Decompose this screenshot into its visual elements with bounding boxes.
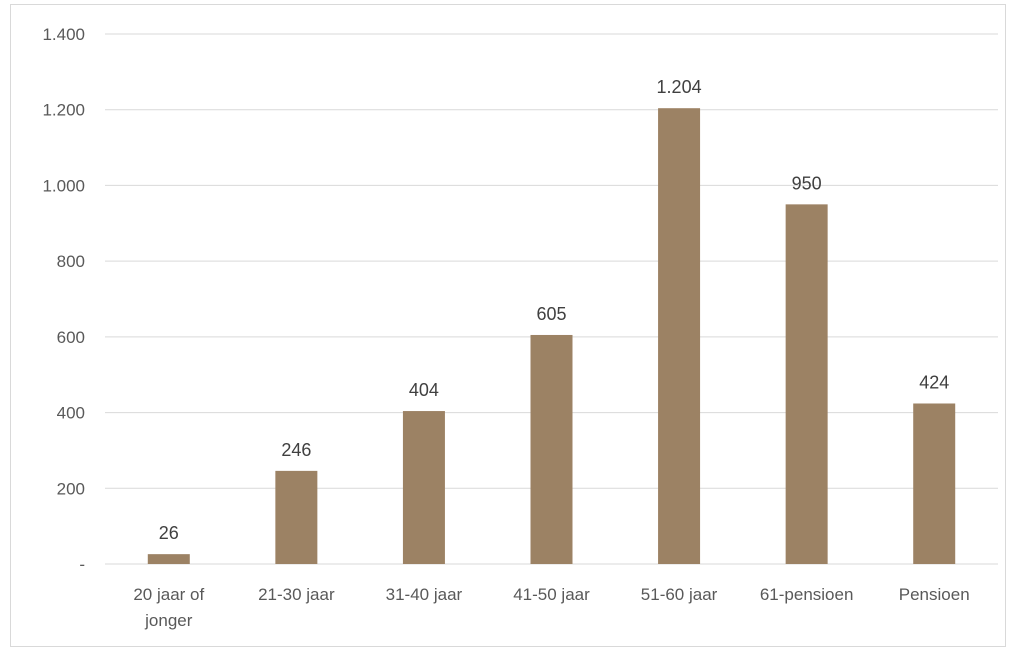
y-tick-label: 600	[57, 328, 85, 347]
y-tick-label: 1.000	[42, 176, 85, 195]
y-tick-label: 1.200	[42, 101, 85, 120]
data-label: 246	[281, 440, 311, 460]
y-tick-label: 800	[57, 252, 85, 271]
bar	[147, 554, 190, 564]
x-tick-label: 31-40 jaar	[386, 585, 463, 604]
data-label: 950	[792, 173, 822, 193]
bar	[658, 108, 701, 564]
data-label: 424	[919, 372, 949, 392]
x-tick-label: 20 jaar of jonger	[133, 585, 204, 630]
data-label: 26	[159, 523, 179, 543]
chart-frame	[10, 4, 1006, 647]
x-tick-label: 51-60 jaar	[641, 585, 718, 604]
x-tick-label: Pensioen	[899, 585, 970, 604]
y-tick-label: -	[79, 555, 85, 574]
data-label: 605	[536, 304, 566, 324]
x-tick-label: 21-30 jaar	[258, 585, 335, 604]
bar	[530, 334, 573, 564]
y-tick-label: 400	[57, 404, 85, 423]
bar	[275, 470, 318, 564]
bar	[785, 204, 828, 564]
bar	[402, 411, 445, 564]
x-tick-label: 41-50 jaar	[513, 585, 590, 604]
data-label: 1.204	[657, 77, 702, 97]
data-label: 404	[409, 380, 439, 400]
x-tick-label: 61-pensioen	[760, 585, 854, 604]
y-tick-label: 200	[57, 479, 85, 498]
bar	[913, 403, 956, 564]
y-tick-label: 1.400	[42, 25, 85, 44]
